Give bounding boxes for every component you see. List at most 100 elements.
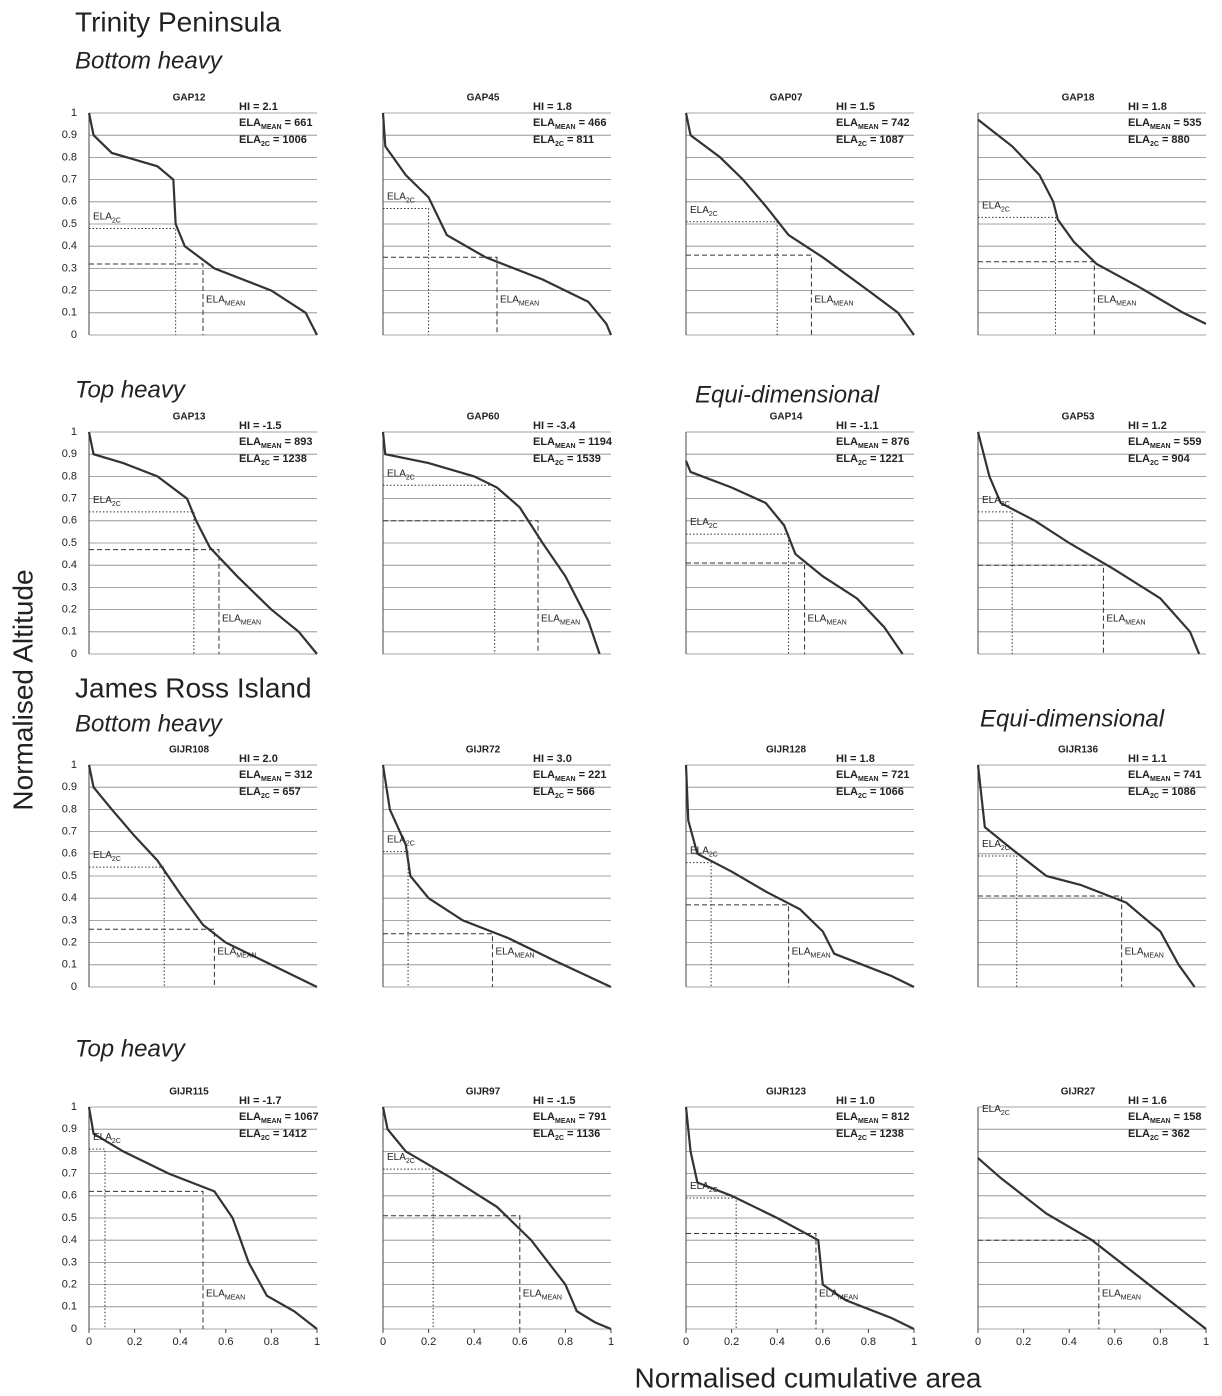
ela-2c-line	[686, 1197, 737, 1329]
ela-text: ELA	[495, 946, 514, 957]
hi-annotation: HI = 1.5	[836, 101, 875, 113]
ela-2c-label: ELA2C	[982, 200, 1010, 213]
hi-annotation: HI = -1.5	[533, 1095, 576, 1107]
ela-subscript: 2C	[858, 793, 867, 800]
ela-subscript: MEAN	[858, 124, 879, 131]
y-tick-label: 0	[71, 648, 77, 660]
ela-value: = 657	[273, 786, 301, 798]
ela-mean-label: ELAMEAN	[206, 294, 245, 307]
hi-annotation: HI = 1.0	[836, 1095, 875, 1107]
ela-text: ELA	[836, 1128, 858, 1140]
ela-mean-line	[383, 933, 493, 987]
ela-value: = 158	[1174, 1111, 1202, 1123]
ela-text: ELA	[808, 613, 827, 624]
y-tick-label: 0.1	[62, 307, 77, 319]
ela-text: ELA	[533, 134, 555, 146]
ela-text: ELA	[1125, 946, 1144, 957]
hi-annotation: HI = -1.1	[836, 420, 879, 432]
x-tick-label: 1	[314, 1336, 320, 1348]
ela-mean-annotation: ELAMEAN = 535	[1128, 117, 1201, 131]
y-tick-label: 0.6	[62, 1190, 77, 1202]
ela-mean-label: ELAMEAN	[541, 613, 580, 626]
ela-mean-line	[978, 1239, 1100, 1329]
ela-2c-annotation: ELA2C = 1066	[836, 786, 904, 800]
y-tick-label: 0	[71, 1323, 77, 1335]
ela-value: = 466	[579, 117, 607, 129]
ela-subscript: MEAN	[858, 1118, 879, 1125]
panel: 0 0.1 0.2 0.3 0.4 0.5 0.6 0.7 0.8 0.9 1 0 0.2 0.4 0.6 0…	[62, 1087, 320, 1348]
ela-value: = 221	[579, 769, 607, 781]
ela-text: ELA	[1128, 769, 1150, 781]
ela-subscript: 2C	[709, 211, 718, 218]
ela-mean-annotation: ELAMEAN = 221	[533, 769, 606, 783]
x-tick-label: 0.6	[1107, 1336, 1122, 1348]
ela-text: ELA	[239, 453, 261, 465]
ela-text: ELA	[533, 436, 555, 448]
ela-2c-line	[383, 484, 496, 654]
ela-subscript: 2C	[261, 460, 270, 467]
x-tick-label: 0.8	[558, 1336, 573, 1348]
hi-annotation: HI = -1.5	[239, 420, 282, 432]
y-tick-label: 0.7	[62, 174, 77, 186]
y-tick-label: 0.8	[62, 1145, 77, 1157]
ela-subscript: MEAN	[826, 619, 846, 626]
ela-text: ELA	[819, 1288, 838, 1299]
ela-mean-line	[978, 261, 1095, 335]
ela-text: ELA	[500, 294, 519, 305]
y-tick-label: 0.6	[62, 848, 77, 860]
ela-text: ELA	[387, 191, 406, 202]
y-tick-label: 0.3	[62, 914, 77, 926]
hypsometric-curve	[87, 431, 318, 655]
ela-text: ELA	[690, 517, 709, 528]
ela-value: = 721	[882, 769, 910, 781]
panel: 0 0.1 0.2 0.3 0.4 0.5 0.6 0.7 0.8 0.9 1 GAP12 HI = 2…	[62, 93, 318, 341]
ela-subscript: 2C	[406, 840, 415, 847]
ela-text: ELA	[206, 294, 225, 305]
panel-title: GIJR97	[466, 1087, 501, 1098]
ela-text: ELA	[93, 495, 112, 506]
ela-mean-line	[89, 928, 215, 987]
ela-subscript: MEAN	[555, 1118, 576, 1125]
ela-text: ELA	[239, 786, 261, 798]
ela-text: ELA	[982, 200, 1001, 211]
ela-mean-annotation: ELAMEAN = 158	[1128, 1111, 1201, 1125]
ela-value: = 362	[1162, 1128, 1190, 1140]
ela-text: ELA	[836, 453, 858, 465]
ela-text: ELA	[814, 294, 833, 305]
hi-annotation: HI = 2.0	[239, 753, 278, 765]
ela-2c-annotation: ELA2C = 880	[1128, 134, 1190, 148]
ela-text: ELA	[690, 1181, 709, 1192]
ela-text: ELA	[533, 1111, 555, 1123]
ela-value: = 1086	[1162, 786, 1196, 798]
section-heading: Trinity Peninsula	[75, 6, 281, 37]
ela-value: = 893	[285, 436, 313, 448]
x-tick-label: 0.2	[1016, 1336, 1031, 1348]
ela-text: ELA	[1128, 1111, 1150, 1123]
ela-subscript: MEAN	[555, 124, 576, 131]
ela-text: ELA	[1128, 436, 1150, 448]
hypsometric-curve	[977, 118, 1207, 325]
ela-text: ELA	[982, 495, 1001, 506]
ela-subscript: 2C	[1150, 1135, 1159, 1142]
panel: 0 0.1 0.2 0.3 0.4 0.5 0.6 0.7 0.8 0.9 1 GIJR108 HI =…	[62, 745, 318, 993]
x-tick-label: 0	[683, 1336, 689, 1348]
ela-text: ELA	[982, 839, 1001, 850]
hypsometric-curve	[381, 431, 601, 655]
ela-text: ELA	[387, 834, 406, 845]
panel-title: GIJR123	[766, 1087, 806, 1098]
panel-title: GIJR115	[169, 1087, 209, 1098]
ela-text: ELA	[533, 117, 555, 129]
ela-2c-label: ELA2C	[93, 1132, 121, 1145]
ela-mean-label: ELAMEAN	[819, 1288, 858, 1301]
ela-subscript: MEAN	[1150, 1118, 1171, 1125]
ela-subscript: MEAN	[225, 1294, 245, 1301]
ela-mean-line	[383, 256, 498, 335]
y-tick-label: 0.3	[62, 581, 77, 593]
x-tick-label: 0.2	[724, 1336, 739, 1348]
y-tick-label: 0.4	[62, 559, 77, 571]
ela-2c-label: ELA2C	[387, 468, 415, 481]
ela-2c-annotation: ELA2C = 1221	[836, 453, 904, 467]
x-tick-label: 0.8	[861, 1336, 876, 1348]
ela-subscript: MEAN	[1144, 952, 1164, 959]
